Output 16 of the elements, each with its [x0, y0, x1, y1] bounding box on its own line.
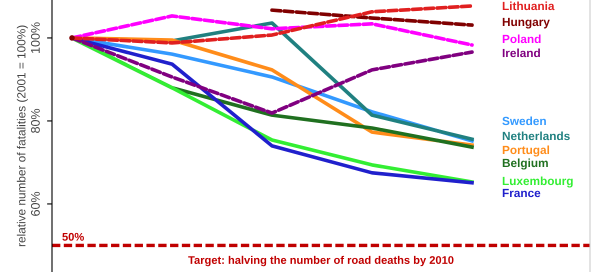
ref-line-label: 50%: [62, 232, 84, 241]
text: Belgium: [502, 158, 548, 170]
text: Netherlands: [502, 131, 570, 140]
text: Sweden: [502, 116, 546, 126]
text: Ireland: [502, 48, 540, 58]
y-tick-label: 100%: [30, 22, 40, 53]
y-tick-label: 80%: [30, 108, 40, 133]
annotation: Target: halving the number of road deaths by 2010: [188, 256, 454, 266]
text: Portugal: [502, 145, 550, 157]
y-tick-label: 60%: [30, 192, 40, 216]
text: Poland: [502, 34, 541, 44]
text: France: [502, 188, 540, 198]
text: Luxembourg: [502, 176, 573, 188]
text: Hungary: [502, 18, 550, 28]
text: Lithuania: [502, 2, 555, 10]
y-axis-title: relative number of fatalities (2001 = 100%): [16, 26, 28, 246]
